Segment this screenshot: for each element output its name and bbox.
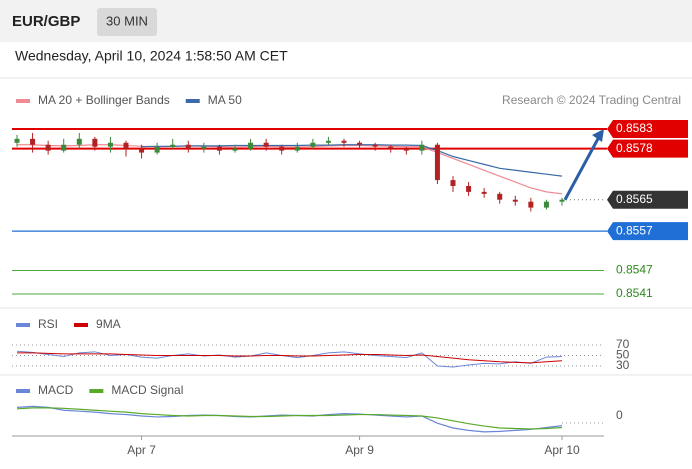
candle-body <box>248 142 254 149</box>
price-label: 0.8557 <box>616 223 653 237</box>
candle-body <box>481 191 487 194</box>
candle-body <box>403 148 409 151</box>
forecast-arrowhead <box>592 129 604 143</box>
candle-body <box>559 199 565 202</box>
price-tag <box>607 190 688 209</box>
candle-body <box>201 146 207 149</box>
candle-body <box>372 144 378 147</box>
legend-label: MA 20 + Bollinger Bands <box>38 93 170 107</box>
candle-body <box>450 180 456 186</box>
candle-body <box>388 146 394 149</box>
price-label: 0.8547 <box>616 263 653 277</box>
price-tag <box>607 120 688 139</box>
y-tick-label: 0 <box>616 408 623 422</box>
x-tick-label: Apr 7 <box>127 443 156 457</box>
legend-label: MA 50 <box>208 93 242 107</box>
y-tick-label: 30 <box>616 358 630 372</box>
forecast-arrow <box>563 134 602 201</box>
y-tick-label: 50 <box>616 348 630 362</box>
candle-body <box>45 144 51 151</box>
legend-label: 9MA <box>96 317 121 331</box>
candle-body <box>154 146 160 153</box>
candle-body <box>434 144 440 181</box>
legend-label: MACD <box>38 383 74 397</box>
candle-body <box>216 146 222 151</box>
indicator-line <box>17 352 563 364</box>
candle-body <box>92 138 98 147</box>
price-tag <box>607 222 688 241</box>
candle-body <box>263 142 269 147</box>
interval[interactable]: 30 MIN <box>106 13 148 28</box>
symbol: EUR/GBP <box>12 13 80 30</box>
candle-body <box>232 148 238 151</box>
candle-body <box>341 140 347 143</box>
candle-body <box>14 138 20 143</box>
price-label: 0.8578 <box>616 141 653 155</box>
y-tick-label: 70 <box>616 337 630 351</box>
candle-body <box>357 142 363 145</box>
ma-line <box>17 144 563 195</box>
datetime: Wednesday, April 10, 2024 1:58:50 AM CET <box>15 48 288 64</box>
candle-body <box>294 146 300 151</box>
legend-label: RSI <box>38 317 58 331</box>
candle-body <box>528 201 534 208</box>
indicator-line <box>16 350 563 368</box>
indicator-line <box>16 407 563 430</box>
candle-body <box>123 142 129 149</box>
price-label: 0.8583 <box>616 121 653 135</box>
price-label: 0.8541 <box>616 286 653 300</box>
candle-body <box>76 138 82 145</box>
candle-body <box>325 140 331 143</box>
x-tick-label: Apr 10 <box>544 443 580 457</box>
x-tick-label: Apr 9 <box>345 443 374 457</box>
candle-body <box>543 201 549 208</box>
candle-body <box>512 199 518 202</box>
candle-body <box>30 138 36 145</box>
legend-label: MACD Signal <box>111 383 183 397</box>
candle-body <box>139 148 145 153</box>
candle-body <box>107 142 113 147</box>
candle-body <box>310 142 316 147</box>
price-tag <box>607 139 688 158</box>
candle-body <box>497 193 503 200</box>
credit: Research © 2024 Trading Central <box>502 93 681 107</box>
candle-body <box>279 146 285 151</box>
interval-button[interactable] <box>97 8 157 36</box>
candle-body <box>170 144 176 147</box>
ma-line <box>141 144 563 177</box>
candle-body <box>61 144 67 151</box>
candle-body <box>185 144 191 149</box>
candle-body <box>419 144 425 151</box>
candle-body <box>466 185 472 192</box>
price-label: 0.8565 <box>616 192 653 206</box>
